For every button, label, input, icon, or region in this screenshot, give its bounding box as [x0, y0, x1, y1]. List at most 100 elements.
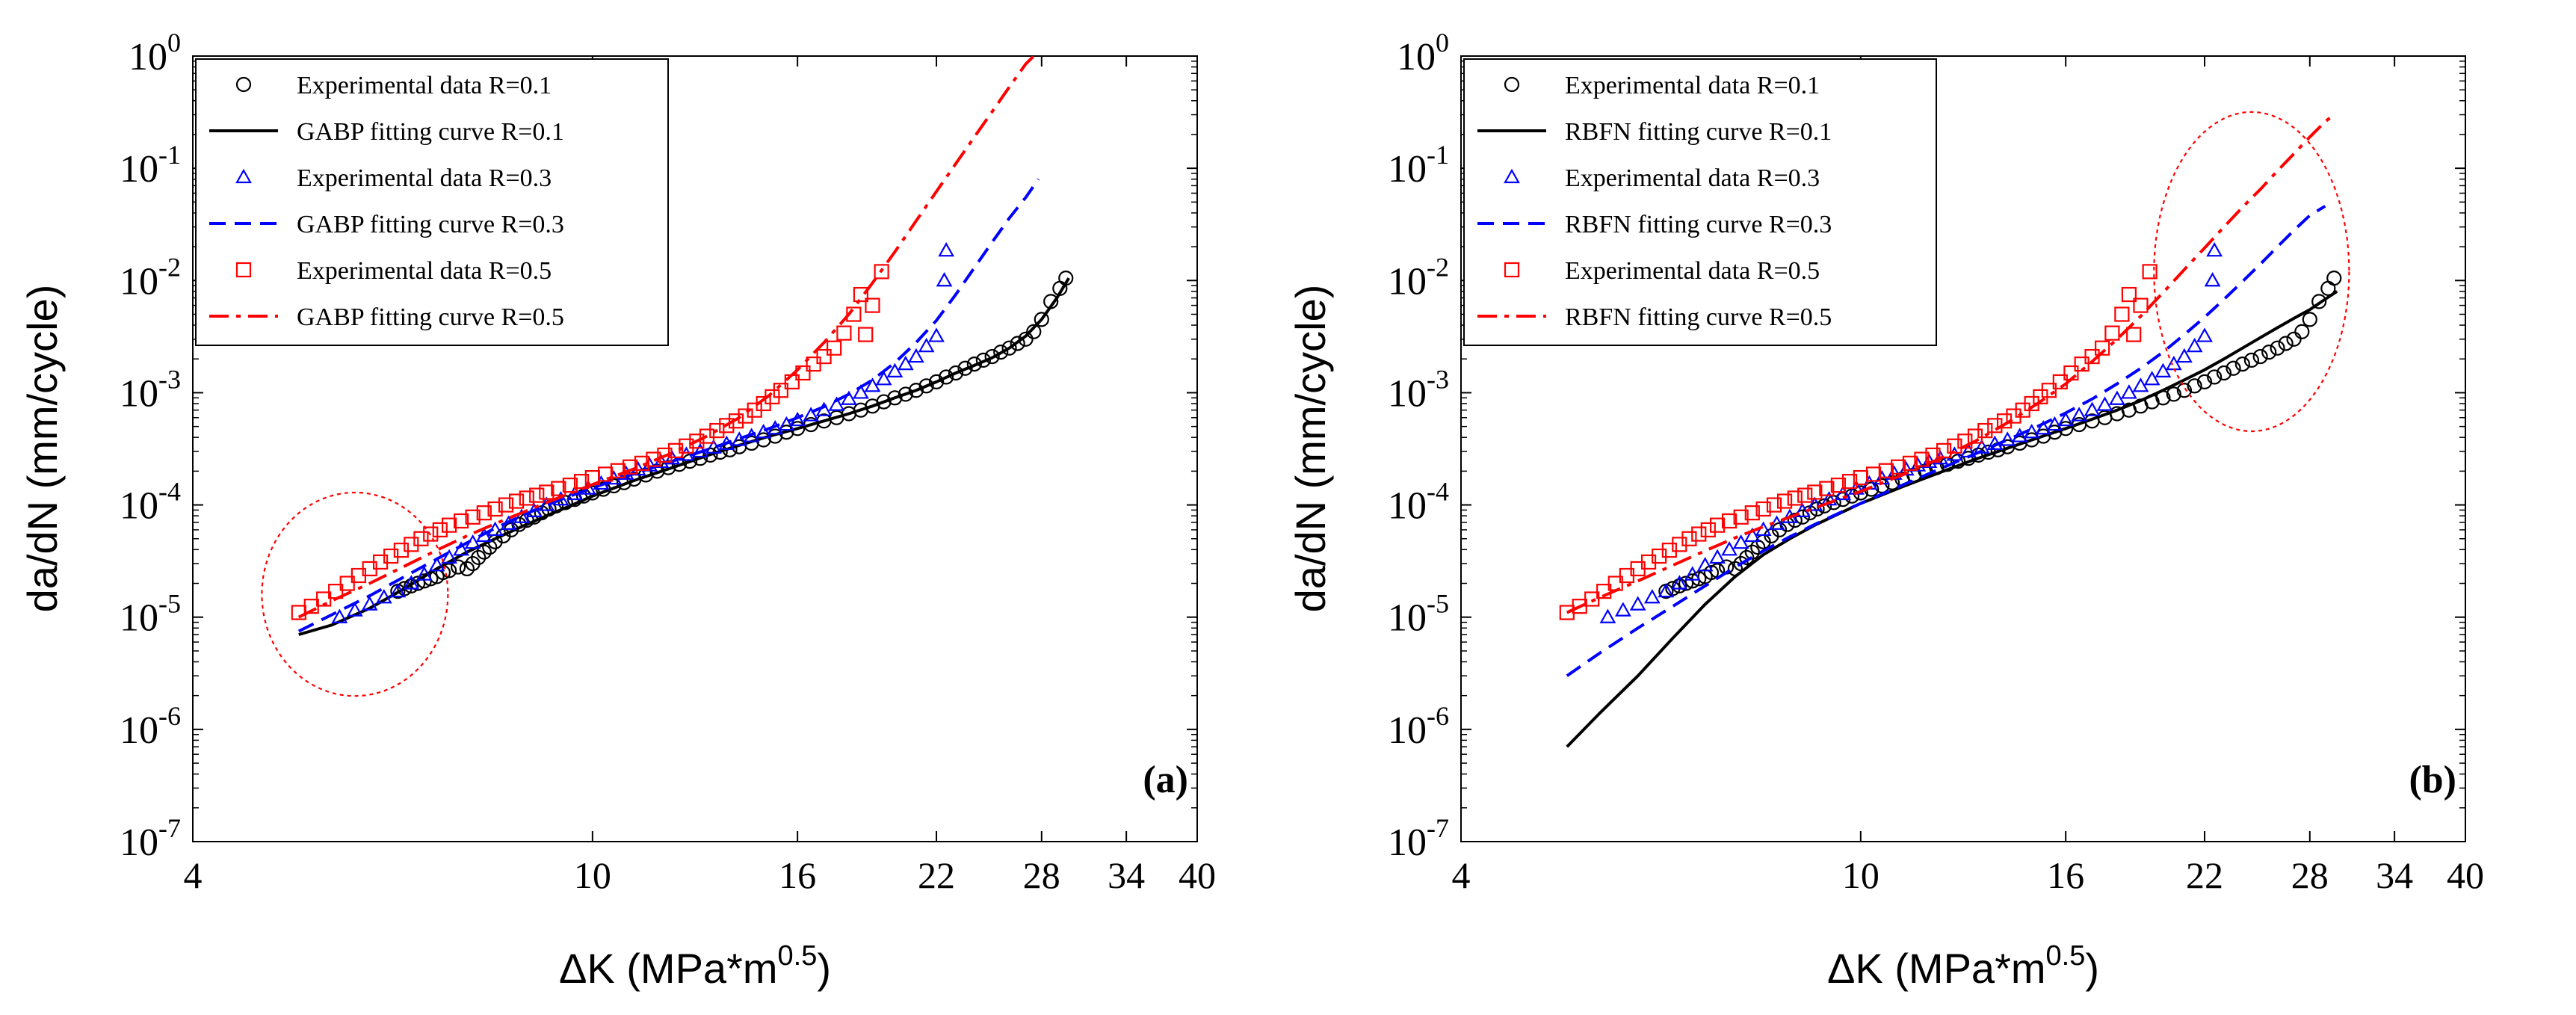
data-point-triangle — [1658, 582, 1675, 598]
data-point-square — [1967, 428, 1983, 444]
data-point-square — [1766, 497, 1782, 513]
data-point-triangle — [403, 575, 420, 590]
legend-label: RBFN fitting curve R=0.3 — [1565, 211, 1832, 238]
data-point-square — [1830, 478, 1846, 493]
data-point-triangle — [2084, 401, 2101, 416]
data-point-circle — [908, 383, 924, 398]
data-point-square — [404, 537, 419, 552]
data-point-square — [610, 463, 626, 478]
data-point-circle — [948, 365, 964, 381]
data-point-circle — [451, 559, 466, 575]
data-point-triangle — [928, 327, 945, 342]
legend-label: GABP fitting curve R=0.3 — [297, 211, 564, 238]
data-point-triangle — [1974, 439, 1990, 454]
fitting-curve-dashdot — [297, 56, 1035, 619]
data-point-square — [597, 466, 614, 482]
data-point-square — [1957, 434, 1973, 449]
data-point-square — [1787, 490, 1803, 506]
y-tick-label: 100 — [129, 28, 181, 78]
data-point-square — [858, 327, 874, 342]
data-point-triangle — [2096, 396, 2113, 411]
data-point-circle — [1703, 564, 1720, 581]
data-point-square — [1914, 451, 1930, 467]
data-point-circle — [928, 374, 945, 389]
y-tick-label: 10-3 — [1388, 364, 1449, 415]
legend-label: Experimental data R=0.1 — [297, 72, 552, 99]
x-axis-title-superscript: 0.5 — [778, 940, 818, 972]
x-tick-label: 16 — [2047, 854, 2084, 896]
data-point-triangle — [778, 416, 795, 431]
data-point-circle — [790, 421, 806, 436]
x-tick-label: 22 — [2186, 854, 2223, 896]
y-tick-label: 10-5 — [120, 589, 181, 640]
data-point-square — [423, 526, 439, 542]
legend-symbol-circle — [1504, 76, 1520, 93]
y-tick-label-exponent: -7 — [1427, 813, 1449, 843]
data-point-square — [508, 493, 525, 509]
data-point-square — [667, 442, 684, 458]
y-tick-label: 10-6 — [120, 701, 181, 752]
data-point-triangle — [1684, 566, 1701, 581]
y-tick-label-base: 10 — [1388, 260, 1427, 303]
plot-data — [1559, 113, 2342, 748]
fitting-curve-dashed — [1566, 205, 2326, 677]
data-point-triangle — [361, 596, 378, 611]
data-point-circle — [1034, 312, 1049, 327]
data-point-triangle — [853, 384, 869, 399]
legend: Experimental data R=0.1 GABP fitting curv… — [195, 58, 669, 346]
y-tick-label-exponent: -2 — [1427, 252, 1449, 282]
y-tick-label: 10-4 — [120, 477, 181, 528]
data-point-circle — [1001, 340, 1017, 356]
data-point-triangle — [936, 272, 953, 287]
data-point-square — [719, 418, 735, 434]
data-point-circle — [2252, 348, 2268, 365]
data-point-square — [1672, 537, 1687, 552]
legend: Experimental data R=0.1 RBFN fitting curv… — [1463, 58, 1937, 346]
fitting-curve-dashed — [297, 178, 1040, 633]
data-point-circle — [2176, 383, 2192, 398]
y-tick-label-base: 10 — [1388, 821, 1427, 864]
data-point-square — [623, 459, 638, 475]
data-point-square — [709, 422, 725, 439]
data-point-circle — [876, 394, 892, 410]
y-tick-label-exponent: -4 — [158, 477, 181, 507]
data-point-triangle — [828, 396, 845, 411]
data-point-square — [1681, 531, 1697, 546]
data-point-triangle — [897, 355, 914, 371]
y-tick-label-base: 10 — [120, 485, 158, 528]
data-point-triangle — [1732, 534, 1749, 549]
data-point-square — [1797, 487, 1813, 503]
y-tick-label-base: 10 — [120, 597, 158, 640]
data-point-square — [453, 513, 469, 529]
data-point-triangle — [2046, 416, 2063, 431]
legend-symbol-triangle — [1504, 168, 1520, 184]
data-point-triangle — [1643, 589, 1661, 604]
highlight-ellipse-layer — [2153, 111, 2350, 433]
data-point-circle — [2226, 360, 2241, 376]
data-point-circle — [2216, 365, 2232, 381]
highlight-ellipse-layer — [261, 491, 449, 697]
data-point-square — [476, 505, 492, 521]
y-axis-title: da/dN (mm/cycle) — [19, 285, 66, 613]
x-axis-title-main: ΔK (MPa*m — [559, 945, 778, 992]
y-tick-label-exponent: -2 — [158, 252, 181, 282]
data-point-triangle — [2109, 390, 2125, 405]
data-point-square — [689, 434, 705, 449]
data-point-triangle — [1671, 575, 1688, 590]
data-point-triangle — [2196, 327, 2213, 342]
plot-data — [291, 56, 1074, 636]
data-point-square — [393, 543, 409, 558]
y-tick-label: 10-2 — [1388, 252, 1449, 303]
data-point-square — [657, 447, 673, 463]
data-point-triangle — [841, 390, 857, 405]
legend-label: Experimental data R=0.5 — [297, 257, 552, 285]
data-point-circle — [898, 386, 913, 402]
data-point-triangle — [731, 431, 748, 446]
data-point-square — [728, 413, 744, 429]
data-point-square — [529, 487, 545, 503]
data-point-square — [1891, 459, 1906, 475]
data-point-square — [2121, 286, 2137, 303]
data-point-triangle — [2176, 348, 2193, 363]
data-point-circle — [2243, 352, 2259, 368]
